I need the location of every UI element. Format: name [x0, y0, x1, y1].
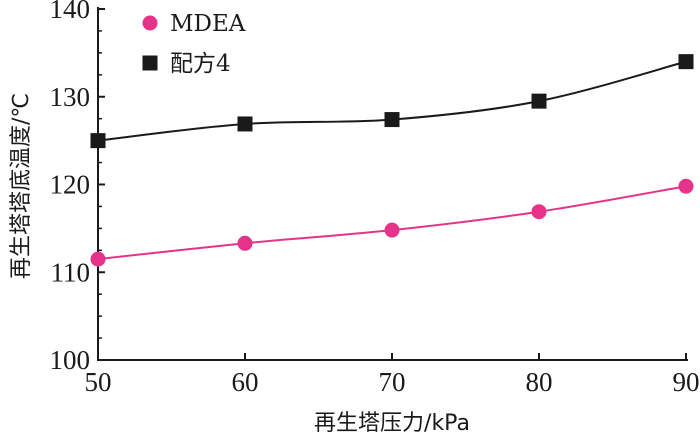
y-tick-label: 140	[50, 0, 91, 24]
data-point-circle	[531, 204, 547, 220]
data-point-square	[531, 93, 547, 109]
y-tick-label: 130	[50, 82, 91, 112]
legend: MDEA 配方4	[142, 11, 246, 77]
x-tick-label: 60	[232, 367, 259, 397]
data-point-circle	[384, 222, 400, 238]
data-point-square	[90, 133, 106, 149]
legend-marker-square	[142, 55, 158, 71]
data-point-square	[384, 112, 400, 128]
x-tick-label: 50	[85, 367, 112, 397]
x-tick-label: 90	[673, 367, 700, 397]
data-point-square	[237, 116, 253, 132]
data-point-circle	[237, 235, 253, 251]
y-tick-label: 110	[51, 257, 91, 287]
y-tick-label: 100	[50, 345, 91, 375]
legend-label: MDEA	[170, 11, 246, 37]
y-axis-title: 再生塔塔底温度/℃	[9, 93, 34, 279]
x-axis-title: 再生塔压力/kPa	[314, 411, 470, 436]
ticks: 100 110 120 130 140 50 60 70 80 90	[50, 0, 700, 397]
legend-marker-circle	[142, 15, 158, 31]
data-point-square	[678, 54, 694, 70]
x-tick-label: 80	[526, 367, 553, 397]
x-tick-label: 70	[379, 367, 406, 397]
data-point-circle	[678, 178, 694, 194]
legend-label: 配方4	[170, 51, 231, 77]
data-point-circle	[90, 251, 106, 267]
series-layer	[90, 54, 694, 267]
y-tick-label: 120	[50, 170, 91, 200]
